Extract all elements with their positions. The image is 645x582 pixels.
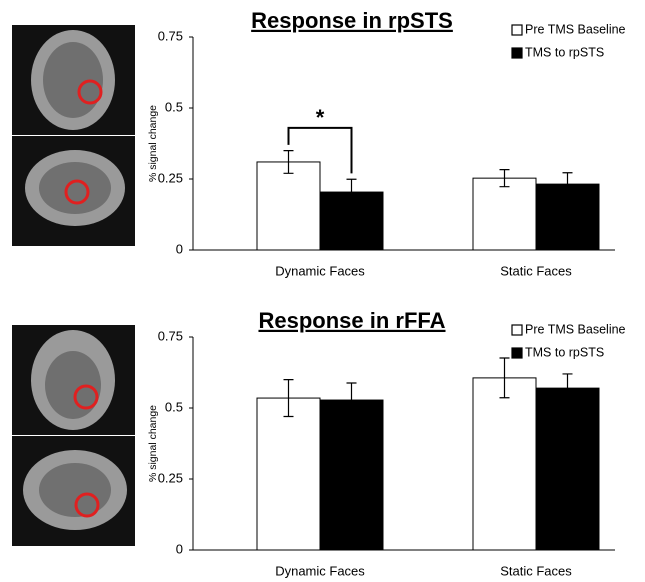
chart-title: Response in rpSTS <box>251 8 453 33</box>
legend-swatch <box>512 348 522 358</box>
x-tick-label: Dynamic Faces <box>275 563 365 578</box>
legend-label: Pre TMS Baseline <box>525 22 626 36</box>
bar <box>473 378 536 550</box>
y-tick-label: 0.25 <box>158 170 183 185</box>
brain <box>45 351 101 419</box>
legend-swatch <box>512 25 522 35</box>
y-tick-label: 0.75 <box>158 28 183 43</box>
legend-label: TMS to rpSTS <box>525 345 604 359</box>
significance-marker: * <box>316 105 325 130</box>
bar <box>257 162 320 250</box>
y-tick-label: 0 <box>176 541 183 556</box>
y-tick-label: 0.25 <box>158 470 183 485</box>
figure: Response in rpSTS% signal change00.250.5… <box>0 0 645 582</box>
brain <box>39 162 111 214</box>
bar <box>257 398 320 550</box>
y-tick-label: 0.5 <box>165 99 183 114</box>
x-tick-label: Static Faces <box>500 563 572 578</box>
y-tick-label: 0 <box>176 241 183 256</box>
x-tick-label: Dynamic Faces <box>275 263 365 278</box>
brain <box>43 42 103 118</box>
bar <box>473 178 536 250</box>
x-tick-label: Static Faces <box>500 263 572 278</box>
bar <box>320 400 383 550</box>
legend-label: Pre TMS Baseline <box>525 322 626 336</box>
legend-label: TMS to rpSTS <box>525 45 604 59</box>
bar <box>536 388 599 550</box>
legend-swatch <box>512 48 522 58</box>
y-tick-label: 0.5 <box>165 399 183 414</box>
brain <box>39 463 111 517</box>
legend-swatch <box>512 325 522 335</box>
y-tick-label: 0.75 <box>158 328 183 343</box>
brain-images <box>12 25 135 546</box>
chart-title: Response in rFFA <box>258 308 445 333</box>
